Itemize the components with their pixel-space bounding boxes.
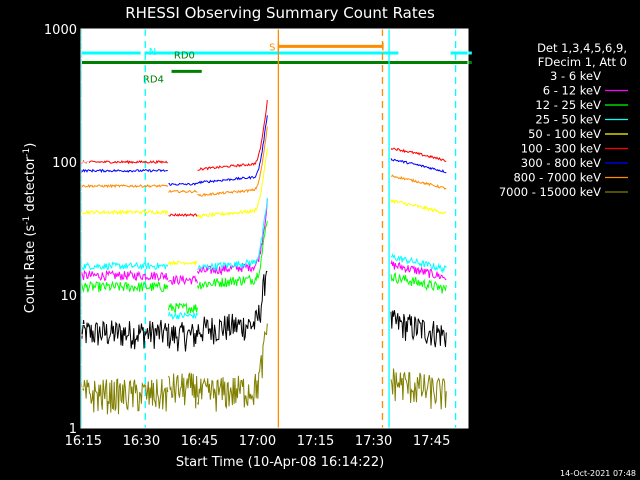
legend-label-12-25-kev: 12 - 25 keV [535, 98, 601, 112]
x-tick-label: 17:30 [355, 434, 392, 449]
legend-label-6-12-kev: 6 - 12 keV [543, 84, 601, 98]
legend-label-7000-15000-kev: 7000 - 15000 keV [499, 185, 601, 199]
legend-label-300-800-kev: 300 - 800 keV [521, 156, 601, 170]
x-tick-label: 16:30 [123, 434, 160, 449]
legend-label-50-100-kev: 50 - 100 keV [528, 127, 601, 141]
y-label-superscript-1: -1 [22, 216, 32, 225]
flag-label-s: S [269, 42, 275, 53]
series-line-100-300-kev [80, 100, 447, 218]
legend-header-line-1: Det 1,3,4,5,6,9, [537, 41, 627, 55]
legend-label-25-50-kev: 25 - 50 keV [535, 113, 601, 127]
plot-area [81, 29, 468, 428]
y-tick-label: 100 [52, 156, 77, 171]
x-tick-label: 17:15 [297, 434, 334, 449]
x-tick-label: 17:45 [413, 434, 450, 449]
y-axis-label: Count Rate (s-1 detector-1) [22, 143, 38, 314]
flag-label-n: N [149, 47, 156, 58]
series-line-7000-15000-kev [80, 323, 447, 415]
x-tick-label: 16:45 [181, 434, 218, 449]
y-label-part-3: ) [23, 143, 38, 148]
y-label-part-1: Count Rate (s [23, 225, 38, 314]
x-axis-label: Start Time (10-Apr-08 16:14:22) [176, 455, 384, 470]
series-layer [80, 100, 447, 415]
chart-title: RHESSI Observing Summary Count Rates [125, 4, 435, 22]
series-line-3-6-kev [80, 270, 447, 352]
axes-layer: 16:15 16:30 16:45 17:00 17:15 17:30 17:45 1 10 10… [44, 23, 469, 449]
y-tick-label: 1000 [44, 23, 77, 38]
legend-label-100-300-kev: 100 - 300 keV [521, 142, 601, 156]
y-label-superscript-2: -1 [22, 148, 32, 157]
footer-date: 14-Oct-2021 07:48 [560, 469, 636, 478]
series-line-25-50-kev [80, 197, 447, 320]
legend-label-800-7000-kev: 800 - 7000 keV [513, 171, 601, 185]
series-line-12-25-kev [80, 220, 447, 314]
series-line-800-7000-kev [80, 126, 447, 197]
y-label-part-2: detector [23, 156, 38, 216]
flag-label-rd0: RD0 [174, 50, 195, 61]
series-line-50-100-kev [80, 148, 447, 267]
series-line-6-12-kev [80, 199, 447, 286]
legend-label-3-6-kev: 3 - 6 keV [550, 69, 601, 83]
y-tick-label: 1 [69, 422, 77, 437]
series-line-300-800-kev [80, 115, 447, 186]
y-tick-label: 10 [60, 289, 77, 304]
x-tick-label: 17:00 [239, 434, 276, 449]
flag-label-rd4: RD4 [143, 74, 164, 85]
legend-header-line-2: FDecim 1, Att 0 [538, 55, 627, 69]
x-tick-label: 16:15 [65, 434, 102, 449]
